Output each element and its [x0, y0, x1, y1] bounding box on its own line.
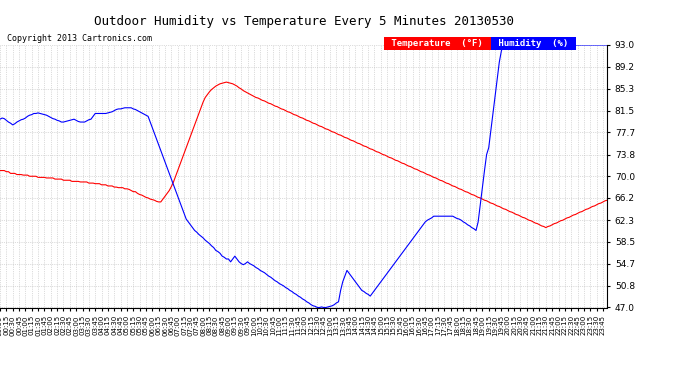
Text: Copyright 2013 Cartronics.com: Copyright 2013 Cartronics.com — [7, 34, 152, 43]
Text: Humidity  (%): Humidity (%) — [493, 39, 574, 48]
Text: Temperature  (°F): Temperature (°F) — [386, 39, 489, 48]
Text: Outdoor Humidity vs Temperature Every 5 Minutes 20130530: Outdoor Humidity vs Temperature Every 5 … — [94, 15, 513, 28]
